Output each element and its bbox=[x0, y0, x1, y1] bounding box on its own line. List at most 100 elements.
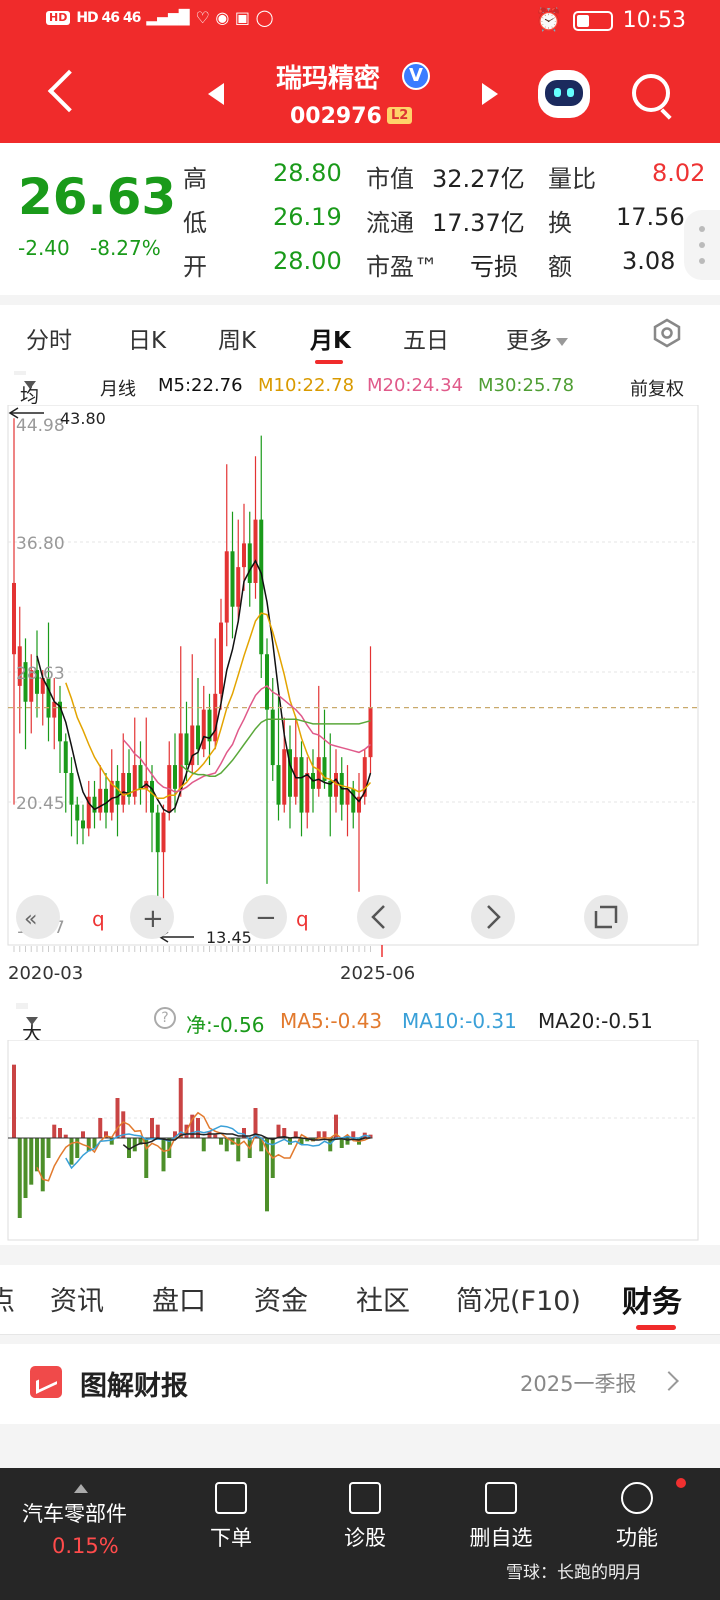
tab-intraday[interactable]: 分时 bbox=[26, 328, 72, 354]
net-volume-bar bbox=[104, 1131, 108, 1138]
hd-icon: HD bbox=[46, 10, 71, 25]
float-cap-value: 17.37亿 bbox=[432, 209, 525, 237]
help-icon[interactable]: ? bbox=[154, 1007, 176, 1029]
tab-capital[interactable]: 资金 bbox=[254, 1286, 308, 1317]
tab-partial[interactable]: 点 bbox=[0, 1286, 15, 1317]
candle-body bbox=[121, 772, 126, 805]
tab-daily-k[interactable]: 日K bbox=[128, 328, 167, 354]
notification-dot bbox=[676, 1478, 686, 1488]
tab-profile-f10[interactable]: 简况(F10) bbox=[456, 1286, 581, 1317]
ma30-legend: M30:25.78 bbox=[478, 375, 575, 396]
tab-community[interactable]: 社区 bbox=[356, 1286, 410, 1317]
candle-body bbox=[127, 772, 131, 797]
info-tabs: 点 资讯 盘口 资金 社区 简况(F10) 财务 bbox=[0, 1265, 720, 1335]
stock-name: 瑞玛精密 bbox=[276, 64, 381, 94]
watermark: 雪球：长跑的明月 bbox=[506, 1563, 642, 1583]
pe-value: 亏损 bbox=[470, 253, 518, 281]
candle-body bbox=[69, 772, 74, 805]
fullscreen-button[interactable] bbox=[584, 895, 628, 939]
document-icon bbox=[215, 1482, 247, 1514]
net-volume-bar bbox=[236, 1138, 241, 1162]
candle-body bbox=[368, 708, 373, 758]
indicator-selector[interactable]: 大单净量 bbox=[16, 1003, 42, 1132]
next-stock-button[interactable] bbox=[482, 83, 498, 105]
net-volume-bar bbox=[155, 1124, 160, 1138]
scroll-left-button[interactable] bbox=[357, 895, 401, 939]
indicator-chart-area[interactable] bbox=[0, 1039, 720, 1245]
net-volume-bar bbox=[288, 1138, 292, 1145]
expand-up-icon[interactable] bbox=[74, 1484, 88, 1493]
candle-body bbox=[132, 765, 137, 797]
ma-line-m30 bbox=[180, 718, 371, 777]
candle-body bbox=[58, 701, 62, 742]
net-volume-bar bbox=[17, 1138, 22, 1218]
order-button[interactable]: 下单 bbox=[186, 1482, 276, 1552]
financial-report-row[interactable]: 图解财报 2025一季报 bbox=[0, 1344, 720, 1424]
expand-icon bbox=[594, 911, 612, 929]
market-cap-value: 32.27亿 bbox=[432, 165, 525, 193]
alarm-icon: ⏰ bbox=[535, 8, 563, 33]
diagnose-button[interactable]: 诊股 bbox=[320, 1482, 410, 1552]
high-price-label: 43.80 bbox=[60, 409, 106, 428]
candle-body bbox=[155, 812, 160, 853]
candle-body bbox=[17, 646, 22, 686]
candle-body bbox=[40, 677, 45, 694]
net-volume-bar bbox=[52, 1124, 57, 1138]
candle-body bbox=[299, 757, 304, 813]
prev-stock-button[interactable] bbox=[208, 83, 224, 105]
kline-chart-area[interactable]: 44.98 36.80 28.63 20.45 12.27 43.80 13.4… bbox=[0, 404, 720, 995]
dot-icon bbox=[699, 242, 705, 248]
tab-five-day[interactable]: 五日 bbox=[403, 328, 449, 354]
clock: 10:53 bbox=[622, 8, 686, 33]
candle-body bbox=[138, 765, 143, 789]
zoom-out-button[interactable]: − bbox=[243, 895, 287, 939]
net-volume-bar bbox=[167, 1138, 172, 1158]
functions-button[interactable]: 功能 bbox=[592, 1482, 682, 1552]
settings-hexagon-icon[interactable] bbox=[652, 318, 682, 348]
tab-news[interactable]: 资讯 bbox=[50, 1286, 104, 1317]
tab-financials[interactable]: 财务 bbox=[622, 1285, 682, 1320]
ma-line-m5 bbox=[36, 559, 372, 814]
candle-body bbox=[236, 567, 241, 607]
net-volume-bar bbox=[150, 1118, 154, 1138]
sector-name[interactable]: 汽车零部件 bbox=[22, 1502, 127, 1526]
header: HD HD 46 46 ▂▄▆█ ♡ ◉ ▣ ◯ ⏰ 10:53 瑞玛精密 V … bbox=[0, 0, 720, 143]
pe-label: 市盈™ bbox=[366, 253, 438, 281]
kline-chart[interactable]: 44.98 36.80 28.63 20.45 12.27 43.80 13.4… bbox=[0, 404, 720, 995]
assistant-robot-icon[interactable] bbox=[538, 70, 590, 118]
candle-body bbox=[92, 796, 97, 813]
tab-monthly-k[interactable]: 月K bbox=[310, 328, 351, 354]
remove-watchlist-button[interactable]: 删自选 bbox=[456, 1482, 546, 1552]
adjust-mode[interactable]: 前复权 bbox=[630, 379, 684, 400]
chart-frame bbox=[7, 404, 699, 946]
candle-body bbox=[345, 788, 350, 805]
chart-period-tabs: 分时 日K 周K 月K 五日 更多 bbox=[0, 305, 720, 365]
candle-body bbox=[288, 749, 292, 797]
candle-body bbox=[115, 780, 120, 805]
net-volume-bar bbox=[69, 1138, 74, 1165]
indicator-header: 大单净量 ? 净:-0.56 MA5:-0.43 MA10:-0.31 MA20… bbox=[0, 995, 720, 1132]
ma-line-m20 bbox=[122, 684, 371, 793]
more-handle[interactable] bbox=[684, 210, 720, 280]
search-icon[interactable] bbox=[632, 74, 670, 112]
robot-eye-icon bbox=[554, 88, 561, 97]
candle-body bbox=[253, 519, 258, 583]
zoom-out-fast-button[interactable]: « bbox=[16, 895, 60, 939]
tab-more[interactable]: 更多 bbox=[506, 321, 568, 355]
candle-body bbox=[230, 551, 235, 607]
scroll-right-button[interactable] bbox=[471, 895, 515, 939]
ma-selector[interactable]: 均线 bbox=[14, 371, 39, 434]
back-button[interactable] bbox=[42, 68, 82, 118]
level2-badge[interactable]: L2 bbox=[387, 107, 413, 124]
net-volume-bar bbox=[282, 1128, 287, 1138]
indicator-chart[interactable] bbox=[0, 1039, 720, 1245]
zoom-in-button[interactable]: + bbox=[130, 895, 174, 939]
amount-label: 额 bbox=[548, 253, 572, 281]
tab-order-book[interactable]: 盘口 bbox=[152, 1286, 206, 1317]
robot-eye-icon bbox=[567, 88, 574, 97]
tab-weekly-k[interactable]: 周K bbox=[218, 328, 257, 354]
functions-label: 功能 bbox=[616, 1526, 658, 1550]
minus-icon: − bbox=[255, 903, 277, 933]
chevron-right-icon bbox=[487, 905, 501, 929]
net-volume-bar bbox=[345, 1138, 350, 1145]
